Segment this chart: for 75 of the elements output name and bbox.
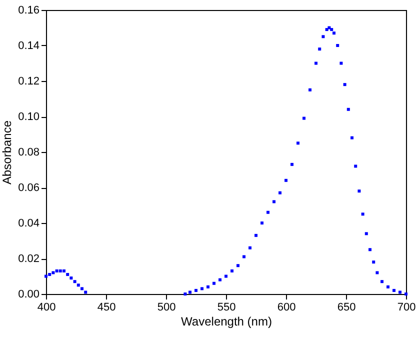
x-tick-label: 400 — [37, 302, 56, 314]
point — [343, 83, 346, 86]
point — [84, 290, 88, 294]
y-tick-label: 0.06 — [18, 182, 40, 194]
point — [224, 274, 228, 278]
point — [200, 287, 204, 290]
x-tick-label: 450 — [97, 302, 116, 314]
point — [260, 222, 264, 224]
point — [44, 274, 48, 278]
point — [380, 280, 384, 284]
point — [346, 108, 350, 111]
x-tick-label: 700 — [397, 302, 416, 314]
point — [322, 35, 325, 38]
point — [386, 285, 390, 288]
y-axis-title: Absorbance — [0, 120, 14, 185]
point — [266, 210, 270, 214]
point — [336, 44, 340, 47]
point — [290, 162, 294, 166]
y-tick-label: 0.12 — [18, 76, 40, 88]
point — [340, 62, 343, 65]
x-tick-label: 500 — [157, 302, 176, 314]
y-tick-label: 0.02 — [18, 253, 40, 265]
point — [314, 62, 318, 65]
y-tick-label: 0.08 — [18, 146, 40, 158]
point — [52, 271, 55, 274]
x-tick-label: 650 — [337, 302, 356, 314]
point — [361, 212, 364, 216]
point — [376, 271, 379, 274]
point — [48, 272, 52, 276]
point — [392, 288, 396, 292]
point — [66, 272, 70, 276]
point — [296, 142, 300, 145]
point — [184, 292, 187, 296]
point — [218, 278, 222, 282]
x-tick-label: 600 — [277, 302, 296, 314]
point — [62, 269, 66, 272]
point — [58, 269, 62, 272]
point — [278, 191, 282, 194]
point — [318, 48, 322, 51]
point — [350, 136, 354, 140]
y-tick-label: 0.00 — [18, 288, 40, 300]
point — [302, 116, 306, 120]
point — [76, 284, 80, 287]
point — [372, 260, 376, 264]
point — [328, 26, 331, 30]
point — [188, 290, 192, 294]
y-tick-label: 0.10 — [18, 111, 40, 123]
point — [194, 288, 198, 292]
point — [354, 164, 358, 168]
point — [308, 88, 312, 92]
point — [398, 290, 402, 294]
point — [206, 285, 210, 288]
y-tick-label: 0.04 — [18, 218, 40, 230]
point — [70, 276, 73, 280]
point — [358, 190, 361, 193]
x-tick-label: 550 — [217, 302, 236, 314]
point — [254, 234, 258, 237]
x-axis-title: Wavelength (nm) — [181, 314, 272, 328]
point — [80, 287, 84, 290]
point — [242, 255, 246, 258]
point — [212, 282, 216, 285]
point — [332, 32, 336, 35]
point — [55, 269, 58, 272]
point — [73, 280, 76, 284]
point — [364, 232, 368, 236]
y-tick-label: 0.16 — [18, 4, 40, 16]
point — [404, 292, 408, 296]
point — [248, 246, 252, 250]
point — [236, 264, 240, 268]
y-tick-label: 0.14 — [18, 40, 40, 52]
point — [330, 28, 334, 32]
point — [272, 200, 276, 204]
point — [368, 248, 372, 252]
point — [284, 178, 288, 182]
point — [230, 269, 234, 272]
